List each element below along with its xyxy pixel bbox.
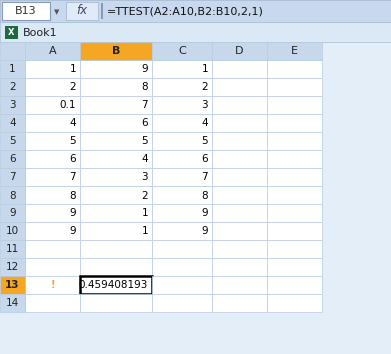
Text: 4: 4 <box>69 119 76 129</box>
Text: 5: 5 <box>201 137 208 147</box>
Text: 5: 5 <box>142 137 148 147</box>
Text: 7: 7 <box>9 172 16 183</box>
Text: B: B <box>112 46 120 57</box>
Text: 9: 9 <box>142 64 148 74</box>
Text: 10: 10 <box>6 227 19 236</box>
Text: 1: 1 <box>142 209 148 218</box>
Text: 9: 9 <box>9 209 16 218</box>
Text: 1: 1 <box>69 64 76 74</box>
Text: X: X <box>8 28 15 37</box>
Text: 2: 2 <box>9 82 16 92</box>
Text: 8: 8 <box>201 190 208 200</box>
Polygon shape <box>45 278 59 292</box>
Text: 1: 1 <box>201 64 208 74</box>
Text: =TTEST(A2:A10,B2:B10,2,1): =TTEST(A2:A10,B2:B10,2,1) <box>107 6 264 17</box>
Text: 6: 6 <box>142 119 148 129</box>
Text: D: D <box>235 46 244 57</box>
Text: 6: 6 <box>201 154 208 165</box>
Text: 8: 8 <box>9 190 16 200</box>
Text: ▼: ▼ <box>54 9 60 15</box>
Text: B13: B13 <box>15 6 37 17</box>
Text: 6: 6 <box>9 154 16 165</box>
Text: 2: 2 <box>201 82 208 92</box>
Text: Book1: Book1 <box>23 28 57 38</box>
Text: 6: 6 <box>69 154 76 165</box>
Text: 0.459408193: 0.459408193 <box>79 280 148 291</box>
Text: 8: 8 <box>142 82 148 92</box>
Text: A: A <box>49 46 56 57</box>
Text: 3: 3 <box>9 101 16 110</box>
Text: fx: fx <box>76 5 88 17</box>
Text: 0.1: 0.1 <box>59 101 76 110</box>
Text: 8: 8 <box>69 190 76 200</box>
Text: 11: 11 <box>6 245 19 255</box>
Text: 4: 4 <box>201 119 208 129</box>
Polygon shape <box>1 295 24 311</box>
Text: 5: 5 <box>9 137 16 147</box>
Text: 9: 9 <box>69 209 76 218</box>
Text: 9: 9 <box>201 227 208 236</box>
Text: 7: 7 <box>69 172 76 183</box>
Text: 7: 7 <box>142 101 148 110</box>
Text: 12: 12 <box>6 263 19 273</box>
Text: C: C <box>178 46 186 57</box>
Text: !: ! <box>50 280 55 291</box>
Text: 2: 2 <box>142 190 148 200</box>
Text: 3: 3 <box>201 101 208 110</box>
Text: 1: 1 <box>142 227 148 236</box>
Text: E: E <box>291 46 298 57</box>
Text: 14: 14 <box>6 298 19 308</box>
Text: 9: 9 <box>69 227 76 236</box>
Text: 2: 2 <box>69 82 76 92</box>
Text: 1: 1 <box>9 64 16 74</box>
Text: 4: 4 <box>142 154 148 165</box>
Text: 3: 3 <box>142 172 148 183</box>
Text: 7: 7 <box>201 172 208 183</box>
Text: 13: 13 <box>5 280 20 291</box>
Text: 9: 9 <box>201 209 208 218</box>
Text: 5: 5 <box>69 137 76 147</box>
Text: 4: 4 <box>9 119 16 129</box>
